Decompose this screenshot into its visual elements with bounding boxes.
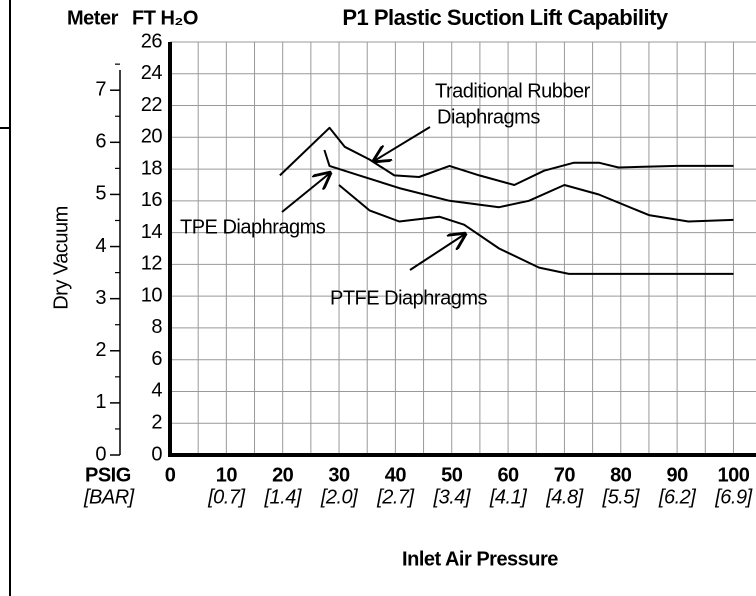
x-tick-label: 10 [216,464,238,486]
x2-tick-label: [2.7] [376,486,414,508]
y-tick-label: 16 [141,189,163,211]
y2-axis-label: Meter [67,7,119,29]
x-tick-label: 40 [385,464,407,486]
x2-unit: [BAR] [83,486,135,508]
y-tick-label: 4 [151,380,162,402]
x-tick-label: 0 [165,464,176,486]
y-tick-label: 8 [151,316,162,338]
y-tick-label: 18 [141,157,163,179]
x-tick-label: 20 [272,464,294,486]
x-tick-label: 50 [441,464,463,486]
x2-tick-label: [4.1] [489,486,527,508]
y2-tick-label: 5 [95,183,106,205]
y-tick-label: 0 [151,443,162,465]
y-tick-label: 6 [151,348,162,370]
y-tick-label: 14 [141,221,163,243]
x-tick-label: 70 [554,464,576,486]
arrow [409,234,465,271]
x-axis-title: Inlet Air Pressure [402,548,558,570]
y2-tick-label: 7 [95,78,106,100]
series-line [279,126,734,186]
y-axis-label: FT H₂O [132,7,198,29]
x-tick-label: 60 [497,464,519,486]
y-axis-title: Dry Vacuum [50,206,72,310]
x2-tick-label: [0.7] [207,486,245,508]
x2-tick-label: [5.5] [602,486,640,508]
y-tick-label: 22 [141,94,163,116]
y2-tick-label: 0 [95,443,106,465]
x-tick-label: 100 [718,464,750,486]
series-line [338,184,734,275]
x2-tick-label: [4.8] [545,486,583,508]
y2-tick-label: 4 [95,235,106,257]
x2-tick-label: [6.2] [658,486,696,508]
x-tick-label: 90 [666,464,688,486]
annotation: Traditional Rubber [435,80,591,102]
y2-tick-label: 2 [95,339,106,361]
x2-tick-label: [2.0] [320,486,358,508]
x-tick-label: 30 [328,464,350,486]
y-tick-label: 20 [141,126,163,148]
annotation: Diaphragms [437,106,540,128]
y-tick-label: 24 [141,62,163,84]
y2-tick-label: 3 [95,287,106,309]
x-tick-label: 80 [610,464,632,486]
x-unit: PSIG [85,464,131,486]
arrow [374,126,431,161]
annotation: TPE Diaphragms [180,216,326,238]
arrow [281,173,330,213]
x2-tick-label: [3.4] [433,486,471,508]
chart-title: P1 Plastic Suction Lift Capability [342,5,669,30]
y2-tick-label: 1 [95,391,106,413]
x2-tick-label: [6.9] [714,486,752,508]
series-line [323,149,734,223]
x2-tick-label: [1.4] [263,486,301,508]
y-tick-label: 12 [141,253,163,275]
y-tick-label: 10 [141,284,163,306]
y-tick-label: 26 [141,30,163,52]
grid [169,41,756,456]
y2-tick-label: 6 [95,131,106,153]
y-tick-label: 2 [151,412,162,434]
annotation: PTFE Diaphragms [330,287,487,309]
